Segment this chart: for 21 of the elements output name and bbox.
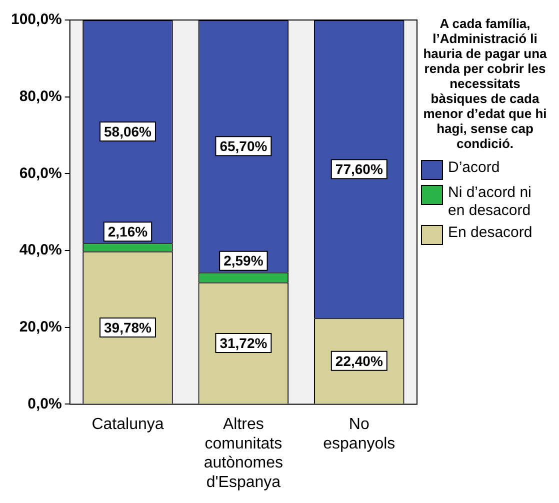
x-tick-label: Altres comunitats autònomes d'Espanya [204,416,284,491]
x-tick-label: No espanyols [323,416,396,452]
legend-label: En desacord [448,224,532,242]
y-tick-label: 80,0% [19,88,62,105]
data-label: 58,06% [104,123,152,140]
data-label: 22,40% [335,352,384,369]
text: D’acord [448,159,500,177]
data-label: 39,78% [104,319,152,336]
legend-label: Ni d’acord ni en desacord [448,184,532,220]
x-tick-label: Catalunya [92,416,164,434]
data-label: 77,60% [335,160,384,177]
data-label: 31,72% [220,334,268,351]
text: A cada família, l’Administració li hauria de pagar una renda per cobrir les necessitats bàsiques de cada menor d’edat que hi hagi, sense cap condició. [423,16,547,151]
y-tick-label: 0,0% [28,395,62,412]
y-tick-label: 100,0% [11,11,62,28]
data-label: 2,16% [108,223,148,240]
data-label: 65,70% [220,138,268,154]
data-label: 2,59% [224,252,264,269]
y-tick-label: 20,0% [19,318,62,336]
y-tick-label: 40,0% [19,242,62,259]
y-tick-label: 60,0% [19,164,62,182]
